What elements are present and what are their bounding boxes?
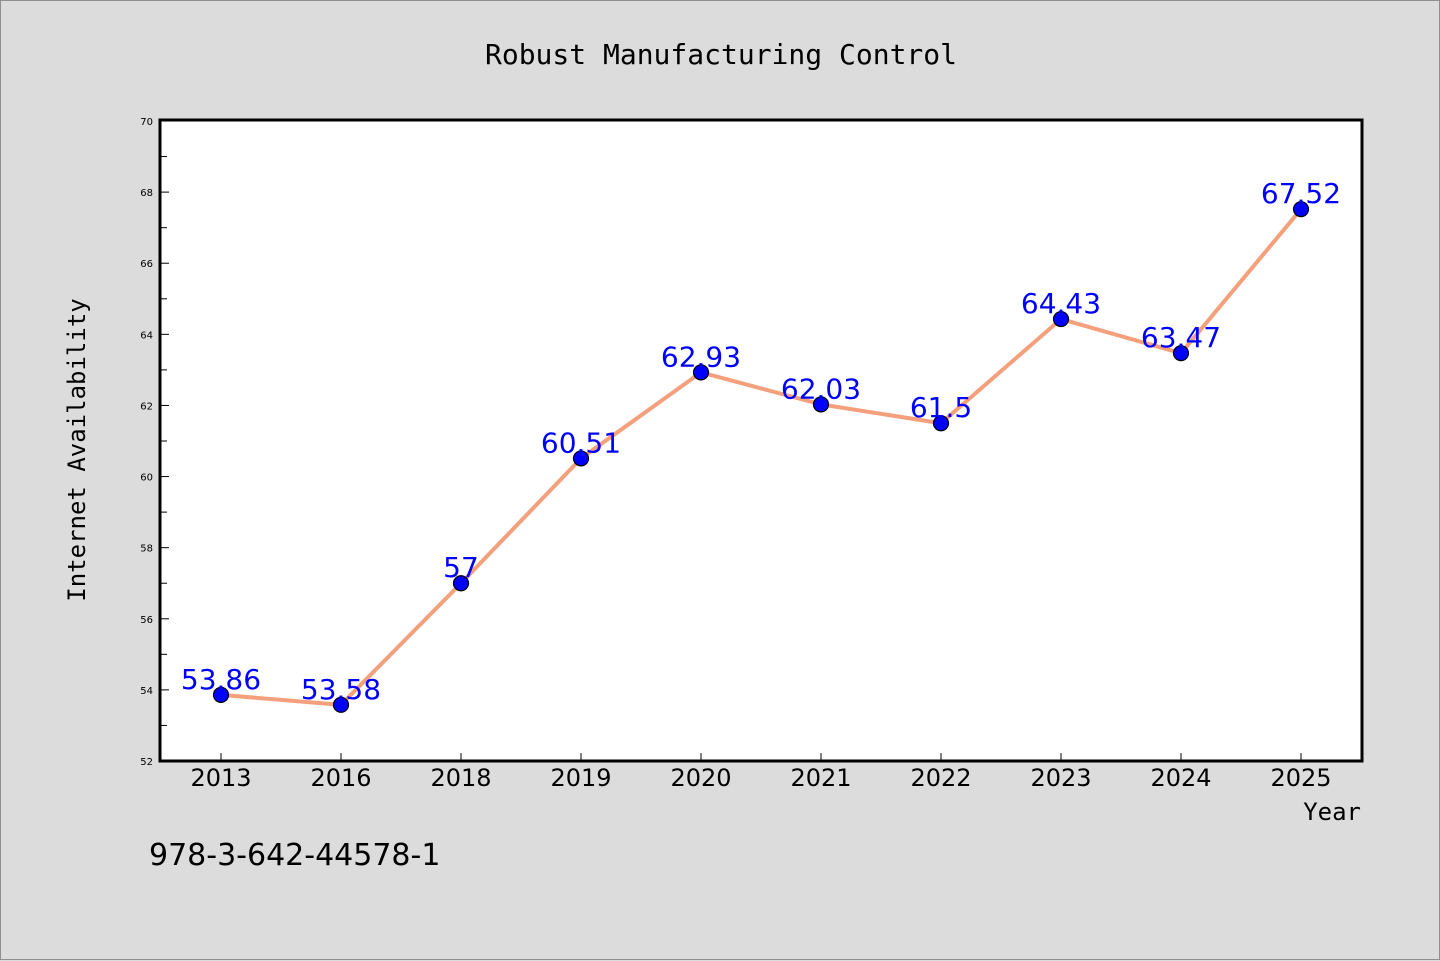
- x-tick-label: 2025: [1270, 764, 1331, 792]
- data-label: 53.58: [301, 673, 381, 706]
- x-tick-label: 2023: [1030, 764, 1091, 792]
- y-tick-label: 54: [140, 686, 153, 697]
- data-point: [932, 415, 950, 432]
- data-label: 61.5: [910, 391, 972, 424]
- y-tick-label: 66: [140, 259, 153, 270]
- data-point: [332, 696, 350, 713]
- x-tick-label: 2020: [670, 764, 731, 792]
- series-markers: [212, 201, 1310, 713]
- data-label: 63.47: [1141, 321, 1221, 354]
- y-tick-label: 52: [140, 757, 153, 768]
- y-tick-label: 60: [140, 473, 153, 484]
- x-tick-label: 2022: [910, 764, 971, 792]
- data-point: [572, 450, 590, 467]
- y-axis: 52 54 56 58 60 62 64 66 68 70: [140, 117, 169, 768]
- x-tick-label: 2013: [190, 764, 251, 792]
- x-tick-label: 2016: [310, 764, 371, 792]
- y-tick-label: 64: [140, 330, 153, 341]
- data-label: 62.93: [661, 340, 741, 373]
- y-tick-label: 56: [140, 615, 153, 626]
- isbn-text: 978-3-642-44578-1: [149, 838, 440, 873]
- y-tick-label: 58: [140, 544, 153, 555]
- data-point: [1292, 201, 1310, 218]
- data-label: 67.52: [1261, 177, 1341, 210]
- y-tick-label: 62: [140, 401, 153, 412]
- chart-title: Robust Manufacturing Control: [485, 38, 957, 71]
- data-label: 53.86: [181, 663, 261, 696]
- x-tick-label: 2021: [790, 764, 851, 792]
- data-labels: 53.86 53.58 57 60.51 62.93 62.03 61.5 64.43 63.4…: [181, 177, 1341, 706]
- x-axis: 2013 2016 2018 2019 2020 2021 2022 2023 2024 2025: [190, 753, 1332, 792]
- series-line: [220, 207, 1303, 707]
- data-point: [1172, 345, 1190, 362]
- data-label: 60.51: [541, 426, 621, 459]
- data-point: [452, 575, 470, 592]
- y-axis-label: Internet Availability: [63, 298, 91, 601]
- data-point: [212, 686, 230, 703]
- data-point: [1052, 310, 1070, 328]
- data-point: [692, 364, 710, 381]
- data-label: 62.03: [781, 372, 861, 405]
- plot-area: [158, 118, 1364, 763]
- y-tick-label: 68: [140, 188, 153, 199]
- data-label: 64.43: [1021, 287, 1101, 320]
- data-point: [812, 396, 830, 413]
- data-label: 57: [443, 551, 479, 584]
- x-tick-label: 2024: [1150, 764, 1211, 792]
- y-tick-label: 70: [140, 117, 153, 128]
- x-tick-label: 2018: [430, 764, 491, 792]
- x-axis-label: Year: [1303, 798, 1361, 826]
- x-tick-label: 2019: [550, 764, 611, 792]
